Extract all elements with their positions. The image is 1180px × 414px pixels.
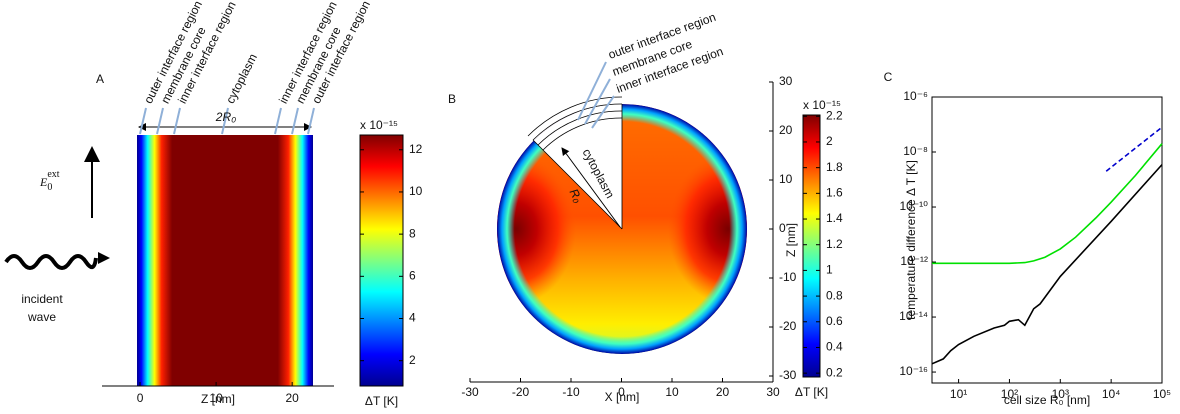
colorbar-tick-label: 2.2 [826, 108, 843, 122]
x-tick-label: -20 [512, 385, 530, 399]
x-tick-label: -10 [562, 385, 580, 399]
colorbar-tick-label: 12 [409, 142, 423, 156]
data-line [932, 143, 1163, 265]
colorbar-multiplier: x 10⁻¹⁵ [360, 118, 398, 132]
slab-heatmap [137, 135, 313, 386]
y-tick-label: 20 [779, 123, 793, 137]
x-axis-label: cell size R₀ [nm] [1004, 393, 1090, 407]
colorbar-tick-label: 2 [409, 353, 416, 367]
colorbar [359, 134, 404, 387]
colorbar-tick-label: 1.2 [826, 237, 843, 251]
annotation-pointer [307, 107, 315, 135]
colorbar-tick-label: 10 [409, 184, 423, 198]
colorbar [802, 114, 821, 378]
panel-label: C [884, 70, 893, 84]
colorbar-tick-label: 4 [409, 311, 416, 325]
colorbar-label: ΔT [K] [365, 394, 398, 408]
field-label: E0 ext [39, 169, 60, 193]
panel-label: B [448, 92, 456, 106]
colorbar-tick-label: 0.8 [826, 288, 843, 302]
y-tick-label: 10⁻¹⁴ [899, 309, 928, 323]
y-tick-label: 10 [779, 172, 793, 186]
x-tick-label: 0 [137, 391, 144, 405]
radius-label: R₀ [567, 186, 586, 205]
colorbar-tick-label: 0.2 [826, 365, 843, 379]
wave-label: incident [21, 292, 63, 306]
data-line [931, 164, 1163, 365]
y-tick-label: -10 [779, 270, 797, 284]
colorbar-tick-label: 0.6 [826, 314, 843, 328]
field-sub: 0 [47, 182, 52, 193]
annotation-pointer [173, 107, 181, 135]
y-tick-label: -20 [779, 319, 797, 333]
annotation-pointer [156, 107, 164, 135]
x-tick-label: 10³ [1052, 387, 1069, 401]
x-tick-label: 10 [665, 385, 679, 399]
colorbar-tick-label: 1 [826, 263, 833, 277]
dimension-label: 2R₀ [215, 110, 236, 124]
y-tick-label: 0 [779, 221, 786, 235]
annotation-pointer [139, 107, 147, 135]
colorbar-tick-label: 2 [826, 134, 833, 148]
b-pointers [577, 61, 615, 129]
colorbar-multiplier: x 10⁻¹⁵ [803, 98, 841, 112]
x-tick-label: 30 [766, 385, 780, 399]
x-axis-label: X [nm] [605, 390, 640, 404]
panel-label: A [96, 72, 104, 86]
y-tick-label: 10⁻¹² [900, 254, 928, 268]
field-symbol: E [39, 175, 48, 189]
x-tick-label: 0 [618, 385, 625, 399]
radius-arrow [561, 147, 621, 228]
y-tick-label: -30 [779, 368, 797, 382]
x-tick-label: 10¹ [950, 387, 967, 401]
x-tick-label: 10 [209, 391, 223, 405]
colorbar-tick-label: 1.6 [826, 186, 843, 200]
x-tick-label: -30 [461, 385, 479, 399]
x-tick-label: 10² [1001, 387, 1018, 401]
colorbar-tick-label: 1.8 [826, 160, 843, 174]
wave-icon [4, 254, 98, 270]
annotation-pointer [274, 107, 282, 135]
x-tick-label: 10⁴ [1102, 387, 1121, 401]
y-axis-label: Z [nm] [784, 223, 798, 257]
y-tick-label: 10⁻⁶ [903, 89, 928, 103]
annotation-pointer [221, 107, 229, 135]
wave-arrowhead [98, 252, 110, 264]
x-tick-label: 10⁵ [1153, 387, 1171, 401]
annotation-pointer [291, 107, 299, 135]
colorbar-tick-label: 0.4 [826, 340, 843, 354]
colorbar-tick-label: 8 [409, 226, 416, 240]
y-tick-label: 10⁻¹⁰ [900, 199, 929, 213]
y-tick-label: 10⁻⁸ [903, 144, 928, 158]
colorbar-tick-label: 6 [409, 268, 416, 282]
wave-label: wave [27, 310, 56, 324]
annotation: cytoplasm [223, 51, 260, 105]
colorbar-label: ΔT [K] [795, 385, 828, 399]
x-axis-label: Z [nm] [201, 392, 235, 406]
colorbar-tick-label: 1.4 [826, 211, 843, 225]
wedge-arcs [527, 96, 623, 230]
data-line [1105, 126, 1163, 172]
plot-frame [931, 96, 1163, 384]
y-tick-label: 10⁻¹⁶ [899, 364, 928, 378]
x-tick-label: 20 [716, 385, 730, 399]
y-axis-label: temperature difference Δ T [K] [904, 160, 918, 320]
y-tick-label: 30 [779, 74, 793, 88]
x-tick-label: 20 [285, 391, 299, 405]
field-sup: ext [47, 169, 59, 180]
